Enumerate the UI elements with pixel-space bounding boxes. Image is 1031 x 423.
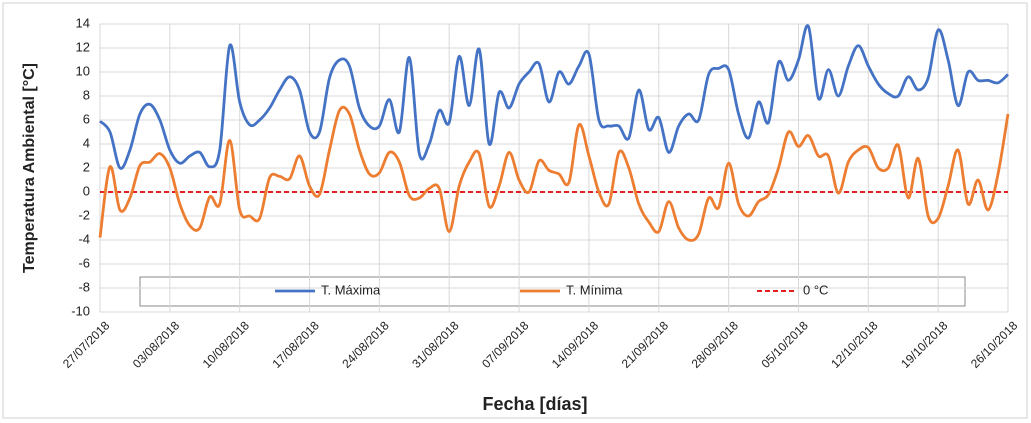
legend-label: 0 °C xyxy=(803,282,828,297)
y-tick-label: -10 xyxy=(71,303,90,318)
y-tick-label: -8 xyxy=(78,279,90,294)
legend-label: T. Mínima xyxy=(566,282,623,297)
y-tick-label: 10 xyxy=(76,63,90,78)
y-tick-label: -6 xyxy=(78,255,90,270)
y-tick-label: 6 xyxy=(83,111,90,126)
series-line xyxy=(98,105,1010,242)
x-axis-title: Fecha [días] xyxy=(482,394,587,414)
y-tick-label: 8 xyxy=(83,87,90,102)
y-tick-label: 0 xyxy=(83,183,90,198)
y-tick-label: -4 xyxy=(78,231,90,246)
y-tick-label: -2 xyxy=(78,207,90,222)
y-tick-label: 2 xyxy=(83,159,90,174)
series-line xyxy=(98,24,1009,170)
y-tick-label: 4 xyxy=(83,135,90,150)
legend-label: T. Máxima xyxy=(321,282,381,297)
y-tick-label: 14 xyxy=(76,15,90,30)
y-axis-title: Temperatura Ambiental [°C] xyxy=(21,63,38,273)
y-tick-label: 12 xyxy=(76,39,90,54)
